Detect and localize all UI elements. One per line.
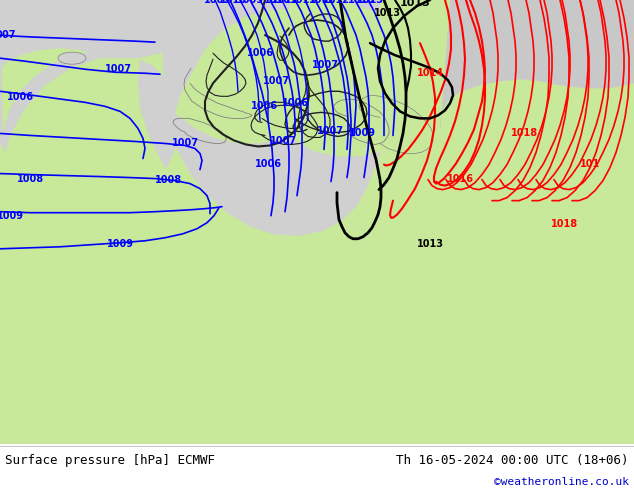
Text: 1016: 1016: [446, 173, 474, 184]
Text: 1012: 1012: [323, 0, 349, 5]
Text: 1009: 1009: [204, 0, 231, 5]
Text: 1012: 1012: [309, 0, 335, 5]
Ellipse shape: [58, 52, 86, 64]
Polygon shape: [150, 0, 634, 444]
Text: 1006: 1006: [250, 101, 278, 111]
Text: 1013: 1013: [373, 8, 401, 18]
Text: 1006: 1006: [254, 159, 281, 169]
Text: 1007: 1007: [172, 139, 198, 148]
Text: 1007: 1007: [262, 76, 290, 86]
Polygon shape: [0, 0, 110, 244]
Text: 1007: 1007: [269, 136, 297, 147]
Text: 1007: 1007: [311, 60, 339, 70]
Polygon shape: [0, 0, 634, 228]
Polygon shape: [155, 0, 634, 236]
Text: 1013: 1013: [399, 0, 430, 8]
Text: 1010: 1010: [347, 0, 375, 5]
Polygon shape: [175, 8, 350, 144]
Text: 1009: 1009: [236, 0, 264, 5]
Text: 1009: 1009: [349, 128, 375, 139]
Text: 1018: 1018: [510, 128, 538, 139]
Text: 1007: 1007: [316, 126, 344, 136]
Polygon shape: [0, 0, 150, 444]
Text: 1010: 1010: [219, 0, 247, 5]
Text: 1006: 1006: [281, 98, 309, 108]
Polygon shape: [440, 0, 634, 133]
Polygon shape: [0, 58, 200, 444]
Polygon shape: [0, 0, 182, 212]
Text: 1009: 1009: [0, 211, 23, 220]
Text: 1008: 1008: [16, 173, 44, 184]
Text: 1014: 1014: [417, 68, 444, 78]
Text: ©weatheronline.co.uk: ©weatheronline.co.uk: [494, 477, 629, 487]
Text: 1008: 1008: [155, 174, 181, 185]
Text: 1011: 1011: [271, 0, 299, 5]
Polygon shape: [262, 0, 428, 156]
Polygon shape: [380, 0, 634, 444]
Text: 101: 101: [580, 159, 600, 169]
Text: 1013: 1013: [417, 239, 444, 249]
Text: 1013: 1013: [356, 0, 384, 5]
Polygon shape: [0, 0, 220, 73]
Text: Surface pressure [hPa] ECMWF: Surface pressure [hPa] ECMWF: [5, 454, 215, 467]
Text: 1006: 1006: [6, 92, 34, 102]
Text: 1006: 1006: [247, 48, 273, 58]
Text: 1018: 1018: [552, 219, 579, 229]
Polygon shape: [0, 0, 185, 234]
Text: 1007: 1007: [105, 64, 131, 74]
Text: 1010: 1010: [264, 0, 290, 5]
Text: D07: D07: [0, 30, 16, 40]
Text: 1009: 1009: [107, 239, 134, 249]
Text: 1011: 1011: [290, 0, 316, 5]
Text: Th 16-05-2024 00:00 UTC (18+06): Th 16-05-2024 00:00 UTC (18+06): [396, 454, 629, 467]
